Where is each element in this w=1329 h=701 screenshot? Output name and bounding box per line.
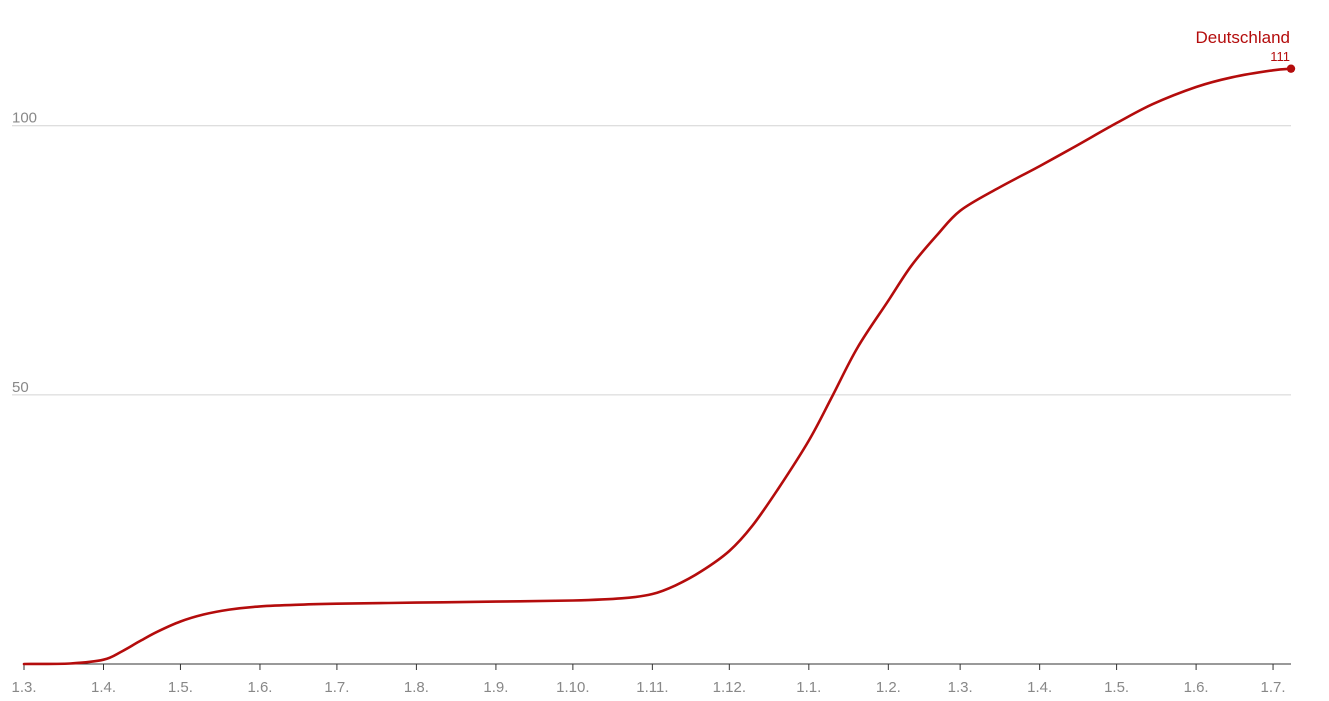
x-tick-label: 1.5. — [1104, 679, 1129, 696]
x-tick-label: 1.1. — [796, 679, 821, 696]
x-tick-label: 1.7. — [324, 679, 349, 696]
x-tick-label: 1.2. — [876, 679, 901, 696]
x-tick-label: 1.4. — [1027, 679, 1052, 696]
x-tick-label: 1.11. — [636, 679, 668, 696]
series-end-value-label: 111 — [1270, 49, 1290, 64]
x-tick-label: 1.5. — [168, 679, 193, 696]
x-tick-label: 1.6. — [1184, 679, 1209, 696]
x-axis: 1.3. 1.4. 1.5. 1.6. 1.7. 1.8. 1.9. 1.10. 1.11. 1.… — [11, 663, 1291, 696]
y-tick-label: 100 — [12, 110, 37, 127]
series-labels: Deutschland 111 — [1195, 28, 1290, 64]
x-tick-label: 1.9. — [483, 679, 508, 696]
x-tick-label: 1.4. — [91, 679, 116, 696]
x-tick-label: 1.3. — [11, 679, 36, 696]
y-tick-labels: 50 100 — [12, 110, 37, 396]
x-tick-label: 1.6. — [247, 679, 272, 696]
series-layer — [22, 64, 1296, 666]
x-tick-label: 1.7. — [1261, 679, 1286, 696]
x-tick-label: 1.12. — [713, 679, 746, 696]
gridlines — [12, 125, 1291, 396]
series-name-label: Deutschland — [1195, 28, 1290, 47]
series-end-point — [1286, 64, 1296, 73]
x-tick-label: 1.3. — [948, 679, 973, 696]
series-line-deutschland — [22, 67, 1293, 666]
y-tick-label: 50 — [12, 379, 29, 396]
x-tick-label: 1.10. — [556, 679, 589, 696]
x-tick-label: 1.8. — [404, 679, 429, 696]
